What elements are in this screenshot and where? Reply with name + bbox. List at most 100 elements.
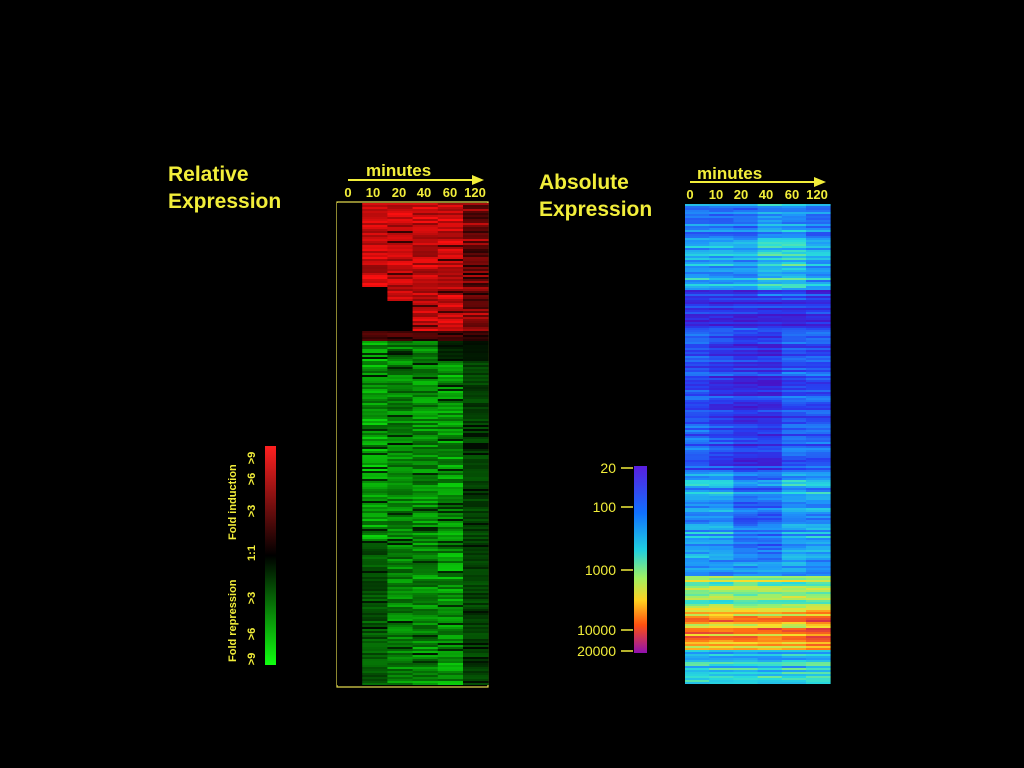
relative-cell bbox=[362, 287, 388, 289]
absolute-cell bbox=[733, 402, 758, 404]
absolute-cell bbox=[757, 352, 783, 354]
absolute-cell bbox=[709, 632, 734, 634]
absolute-cell bbox=[733, 360, 758, 362]
relative-cell bbox=[362, 261, 388, 263]
absolute-cell bbox=[757, 252, 783, 254]
relative-cell bbox=[362, 549, 388, 551]
relative-cell bbox=[437, 643, 464, 645]
relative-cell bbox=[362, 367, 388, 369]
absolute-cell bbox=[709, 300, 734, 302]
absolute-cell bbox=[709, 576, 734, 578]
absolute-cell bbox=[781, 556, 807, 558]
absolute-cell bbox=[806, 576, 831, 578]
absolute-cell bbox=[685, 420, 710, 422]
absolute-cell bbox=[757, 326, 783, 328]
absolute-cell bbox=[806, 452, 831, 454]
absolute-cell bbox=[733, 206, 758, 208]
absolute-cell bbox=[781, 326, 807, 328]
absolute-cell bbox=[781, 272, 807, 274]
relative-cell bbox=[337, 507, 363, 509]
absolute-cell bbox=[733, 646, 758, 648]
absolute-cell bbox=[806, 440, 831, 442]
absolute-cell bbox=[733, 582, 758, 584]
relative-cell bbox=[412, 553, 439, 555]
relative-cell bbox=[437, 517, 464, 519]
absolute-cell bbox=[733, 476, 758, 478]
absolute-cell bbox=[685, 562, 710, 564]
absolute-cell bbox=[685, 538, 710, 540]
absolute-cell bbox=[781, 618, 807, 620]
relative-cell bbox=[387, 211, 413, 213]
relative-cell bbox=[387, 387, 413, 389]
relative-cell bbox=[387, 543, 413, 545]
absolute-cell bbox=[685, 554, 710, 556]
absolute-cell bbox=[806, 678, 831, 680]
relative-cell bbox=[437, 417, 464, 419]
relative-cell bbox=[412, 555, 439, 557]
relative-cell bbox=[463, 377, 489, 379]
relative-cell bbox=[437, 645, 464, 647]
absolute-cell bbox=[781, 602, 807, 604]
absolute-cell bbox=[757, 584, 783, 586]
relative-cell bbox=[337, 291, 363, 293]
relative-cell bbox=[437, 343, 464, 345]
absolute-cell bbox=[709, 598, 734, 600]
relative-cell bbox=[437, 377, 464, 379]
relative-cell bbox=[437, 369, 464, 371]
relative-cell bbox=[437, 613, 464, 615]
absolute-cell bbox=[757, 574, 783, 576]
absolute-cell bbox=[806, 388, 831, 390]
relative-cell bbox=[337, 457, 363, 459]
absolute-cell bbox=[781, 274, 807, 276]
absolute-cell bbox=[781, 322, 807, 324]
relative-cell bbox=[437, 347, 464, 349]
absolute-cell bbox=[806, 586, 831, 588]
absolute-cell bbox=[733, 384, 758, 386]
absolute-cell bbox=[757, 530, 783, 532]
relative-cell bbox=[412, 287, 439, 289]
absolute-cell bbox=[757, 402, 783, 404]
absolute-cell bbox=[806, 384, 831, 386]
relative-cell bbox=[463, 407, 489, 409]
absolute-cell bbox=[709, 520, 734, 522]
relative-cell bbox=[463, 277, 489, 279]
absolute-cell bbox=[781, 258, 807, 260]
absolute-cell bbox=[685, 464, 710, 466]
absolute-cell bbox=[733, 444, 758, 446]
relative-cell bbox=[387, 337, 413, 339]
relative-cell bbox=[412, 629, 439, 631]
absolute-cell bbox=[781, 538, 807, 540]
relative-cell bbox=[387, 345, 413, 347]
relative-cell bbox=[437, 661, 464, 663]
relative-cell bbox=[362, 349, 388, 351]
absolute-cell bbox=[757, 548, 783, 550]
absolute-cell bbox=[806, 424, 831, 426]
relative-cell bbox=[412, 527, 439, 529]
absolute-cell bbox=[781, 600, 807, 602]
absolute-cell bbox=[733, 416, 758, 418]
absolute-cell bbox=[806, 670, 831, 672]
relative-cell bbox=[437, 625, 464, 627]
absolute-cell bbox=[685, 276, 710, 278]
absolute-cell bbox=[757, 232, 783, 234]
relative-cell bbox=[412, 667, 439, 669]
absolute-cell bbox=[709, 220, 734, 222]
relative-cell bbox=[412, 271, 439, 273]
absolute-cell bbox=[685, 460, 710, 462]
relative-cell bbox=[362, 335, 388, 337]
relative-cell bbox=[387, 661, 413, 663]
absolute-cell bbox=[709, 396, 734, 398]
absolute-cell bbox=[806, 398, 831, 400]
absolute-cell bbox=[685, 566, 710, 568]
absolute-cell bbox=[781, 522, 807, 524]
relative-cell bbox=[362, 437, 388, 439]
absolute-cell bbox=[733, 650, 758, 652]
relative-cell bbox=[437, 459, 464, 461]
relative-cell bbox=[362, 309, 388, 311]
absolute-cell bbox=[781, 318, 807, 320]
absolute-cell bbox=[709, 208, 734, 210]
absolute-cell bbox=[733, 518, 758, 520]
relative-cell bbox=[337, 367, 363, 369]
absolute-cell bbox=[781, 210, 807, 212]
relative-cell bbox=[437, 541, 464, 543]
